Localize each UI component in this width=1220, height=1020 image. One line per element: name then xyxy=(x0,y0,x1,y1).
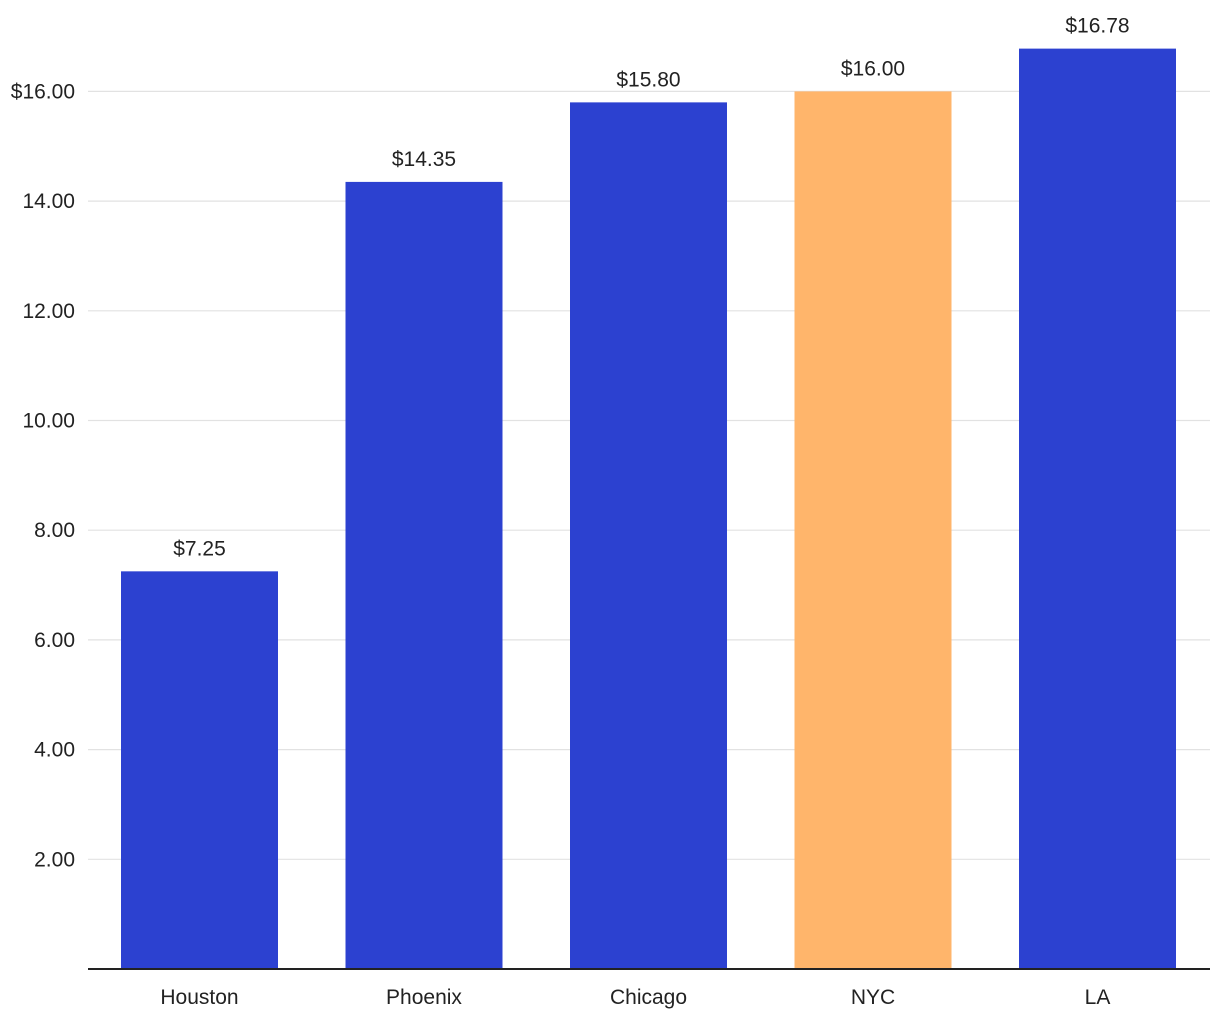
y-tick-label: 8.00 xyxy=(34,519,75,542)
bar-chicago xyxy=(570,102,727,970)
y-tick-label: 12.00 xyxy=(22,300,75,323)
bars xyxy=(121,48,1176,970)
y-tick-label: 4.00 xyxy=(34,739,75,762)
bar-phoenix xyxy=(345,181,503,970)
bar-value-label: $14.35 xyxy=(392,148,456,171)
y-tick-label: 14.00 xyxy=(22,190,75,213)
x-tick-label: NYC xyxy=(851,986,895,1009)
y-tick-label: 10.00 xyxy=(22,410,75,433)
bar-nyc xyxy=(794,91,952,969)
y-axis-tick-labels: 2.00 4.00 6.00 8.00 10.00 12.00 14.00 $16.00 xyxy=(11,80,75,871)
y-tick-label: 6.00 xyxy=(34,629,75,652)
x-tick-label: LA xyxy=(1085,986,1111,1009)
bar-la xyxy=(1019,48,1176,969)
bar-value-label: $16.00 xyxy=(841,57,905,80)
x-tick-label: Phoenix xyxy=(386,986,462,1009)
x-tick-label: Houston xyxy=(160,986,238,1009)
bar-value-labels: $7.25 $14.35 $15.80 $16.00 $16.78 xyxy=(173,15,1129,561)
y-tick-label: 2.00 xyxy=(34,848,75,871)
x-axis-category-labels: Houston Phoenix Chicago NYC LA xyxy=(160,986,1110,1009)
y-tick-label: $16.00 xyxy=(11,80,75,103)
bar-value-label: $15.80 xyxy=(616,68,680,91)
bar-houston xyxy=(121,571,278,969)
bar-value-label: $16.78 xyxy=(1065,15,1129,38)
bar-value-label: $7.25 xyxy=(173,537,226,560)
x-tick-label: Chicago xyxy=(610,986,687,1009)
